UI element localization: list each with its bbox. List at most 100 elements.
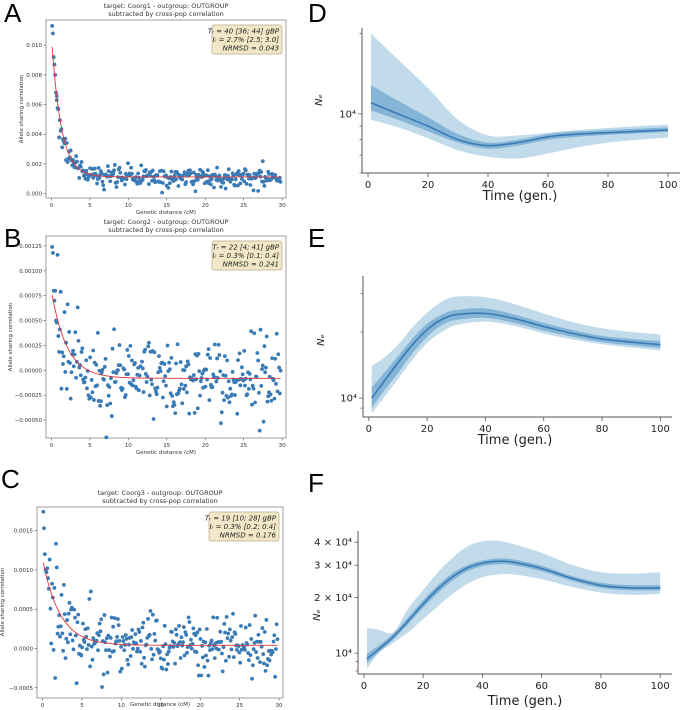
- panel-letter-a: A: [4, 0, 22, 28]
- data-point: [172, 402, 177, 407]
- data-point: [126, 161, 130, 166]
- data-point: [51, 31, 55, 36]
- data-point: [250, 402, 254, 407]
- data-point: [256, 188, 261, 193]
- data-point: [73, 615, 77, 620]
- data-point: [212, 342, 217, 347]
- x-tick-label: 25: [240, 443, 247, 449]
- data-point: [273, 674, 277, 679]
- data-point: [191, 378, 195, 383]
- data-point: [243, 647, 247, 652]
- x-tick-label: 30: [276, 703, 283, 709]
- y-tick-label: −0.0005: [9, 686, 33, 692]
- data-point: [100, 685, 104, 689]
- y-tick-label: 0.00125: [19, 244, 42, 250]
- data-point: [163, 374, 168, 379]
- data-point: [160, 181, 165, 185]
- x-tick-label: 5: [88, 203, 92, 209]
- data-point: [220, 651, 224, 656]
- data-point: [144, 642, 149, 647]
- x-tick-label: 10: [125, 443, 132, 449]
- data-point: [63, 370, 68, 374]
- data-point: [137, 630, 142, 634]
- data-point: [74, 681, 79, 686]
- data-point: [252, 331, 257, 336]
- data-point: [265, 663, 270, 668]
- data-point: [245, 642, 250, 647]
- data-point: [273, 172, 278, 177]
- data-point: [146, 344, 151, 349]
- data-point: [257, 390, 261, 395]
- data-point: [274, 622, 279, 627]
- data-point: [162, 657, 166, 662]
- x-axis-label: Genetic distance (cM): [136, 210, 196, 216]
- data-point: [210, 385, 215, 389]
- data-point: [167, 367, 172, 372]
- data-point: [74, 375, 79, 380]
- data-point: [160, 190, 165, 195]
- data-point: [157, 365, 162, 370]
- data-point: [267, 374, 272, 379]
- y-tick-label: 0.004: [26, 132, 42, 138]
- data-point: [158, 649, 162, 654]
- y-tick-label: 0.010: [26, 43, 42, 49]
- data-point: [79, 653, 84, 658]
- data-point: [212, 656, 217, 661]
- y-tick-label: 10⁴: [340, 394, 357, 405]
- data-point: [54, 565, 59, 570]
- data-point: [248, 183, 253, 187]
- data-point: [65, 640, 70, 645]
- data-point: [82, 380, 87, 384]
- data-point: [62, 612, 67, 616]
- x-tick-label: 15: [157, 703, 164, 709]
- data-point: [116, 617, 120, 621]
- data-point: [76, 612, 81, 617]
- data-point: [146, 617, 150, 621]
- data-point: [129, 165, 134, 170]
- x-axis-label: Time (gen.): [487, 694, 563, 709]
- data-point: [106, 633, 111, 638]
- data-point: [152, 350, 157, 355]
- data-point: [51, 251, 55, 255]
- data-point: [151, 417, 156, 421]
- data-point: [104, 636, 109, 641]
- data-point: [233, 393, 237, 397]
- data-point: [198, 379, 203, 384]
- data-point: [108, 179, 113, 184]
- data-point: [133, 632, 138, 637]
- data-point: [221, 645, 226, 650]
- x-tick-label: 10: [118, 703, 125, 709]
- data-point: [191, 626, 196, 631]
- data-point: [203, 384, 208, 389]
- data-point: [117, 638, 122, 643]
- data-point: [181, 387, 186, 391]
- data-point: [68, 361, 72, 365]
- data-point: [79, 160, 84, 164]
- data-point: [114, 185, 119, 189]
- data-point: [81, 621, 85, 626]
- panel-f-chart: Time (gen.) Nₑ 0 20 40 60 80 100 10⁴ 2 × 10⁴ 3 ×…: [312, 531, 672, 709]
- data-point: [223, 186, 228, 191]
- data-point: [164, 404, 169, 409]
- data-point: [50, 581, 54, 586]
- data-point: [179, 635, 184, 640]
- data-point: [85, 626, 90, 631]
- fit-line: [51, 294, 281, 379]
- data-point: [249, 637, 254, 641]
- data-point: [142, 664, 147, 669]
- data-point: [240, 372, 245, 377]
- data-point: [64, 636, 69, 641]
- data-point: [217, 173, 222, 178]
- x-tick-label: 40: [482, 180, 495, 191]
- y-tick-label: −0.00025: [15, 393, 43, 399]
- y-tick-label: 2 × 10⁴: [314, 593, 352, 604]
- data-point: [102, 613, 107, 617]
- data-point: [96, 648, 100, 653]
- data-point: [251, 188, 256, 193]
- data-point: [94, 362, 99, 367]
- data-point: [61, 354, 66, 359]
- data-point: [184, 180, 189, 185]
- data-point: [143, 347, 147, 352]
- data-point: [99, 370, 104, 375]
- data-point: [204, 627, 209, 631]
